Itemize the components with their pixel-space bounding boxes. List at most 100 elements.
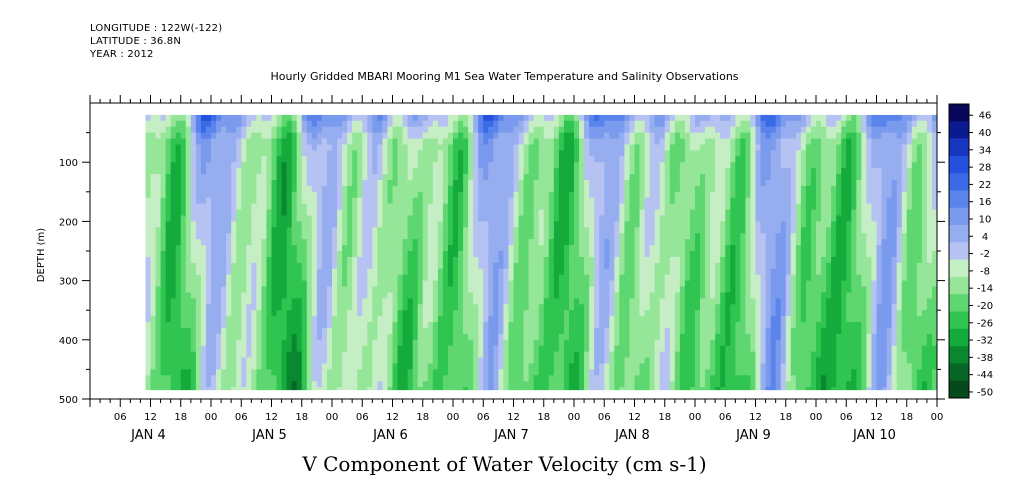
heatmap-cell <box>256 304 263 311</box>
heatmap-cell <box>453 286 459 294</box>
heatmap-cell <box>644 221 651 228</box>
heatmap-cell <box>185 351 192 359</box>
heatmap-cell <box>558 233 565 240</box>
heatmap-cell <box>533 351 540 359</box>
heatmap-cell <box>458 203 464 211</box>
heatmap-cell <box>674 126 681 134</box>
heatmap-cell <box>306 150 313 157</box>
heatmap-cell <box>437 197 444 205</box>
heatmap-cell <box>422 333 429 341</box>
heatmap-cell <box>332 322 338 329</box>
heatmap-cell <box>266 387 273 391</box>
heatmap-cell <box>463 239 469 246</box>
heatmap-cell <box>493 286 499 294</box>
heatmap-cell <box>246 345 252 353</box>
heatmap-cell <box>231 239 237 246</box>
heatmap-cell <box>332 126 338 134</box>
heatmap-cell <box>337 322 343 329</box>
heatmap-cell <box>190 174 197 181</box>
heatmap-cell <box>579 174 585 181</box>
heatmap-cell <box>458 280 464 288</box>
heatmap-cell <box>352 357 358 365</box>
heatmap-cell <box>291 351 298 359</box>
heatmap-cell <box>362 191 368 199</box>
heatmap-cell <box>488 256 494 264</box>
heatmap-cell <box>548 126 555 134</box>
heatmap-cell <box>200 357 207 365</box>
heatmap-cell <box>357 162 363 169</box>
heatmap-cell <box>185 322 192 329</box>
heatmap-cell <box>619 126 626 134</box>
heatmap-cell <box>412 144 419 151</box>
heatmap-cell <box>326 256 333 264</box>
heatmap-cell <box>458 251 464 258</box>
heatmap-cell <box>337 316 343 323</box>
heatmap-cell <box>332 357 338 365</box>
heatmap-cell <box>150 298 157 305</box>
heatmap-cell <box>281 286 288 294</box>
heatmap-cell <box>347 197 353 205</box>
heatmap-cell <box>674 333 681 341</box>
heatmap-cell <box>321 156 328 163</box>
heatmap-cell <box>241 345 247 353</box>
heatmap-cell <box>599 274 605 282</box>
heatmap-cell <box>407 203 414 211</box>
heatmap-cell <box>498 375 505 382</box>
heatmap-cell <box>584 156 590 163</box>
heatmap-cell <box>614 327 620 335</box>
heatmap-cell <box>236 327 242 335</box>
heatmap-cell <box>155 126 162 134</box>
heatmap-cell <box>160 268 167 276</box>
heatmap-cell <box>538 138 545 146</box>
heatmap-cell <box>574 114 580 122</box>
heatmap-cell <box>538 215 545 222</box>
heatmap-cell <box>407 114 414 122</box>
heatmap-cell <box>437 375 444 382</box>
heatmap-cell <box>594 369 600 376</box>
heatmap-cell <box>639 245 646 252</box>
heatmap-cell <box>548 256 555 264</box>
heatmap-cell <box>553 185 560 193</box>
heatmap-cell <box>195 298 202 305</box>
heatmap-cell <box>306 310 313 317</box>
heatmap-cell <box>347 174 353 181</box>
heatmap-cell <box>175 280 182 288</box>
heatmap-cell <box>337 162 343 169</box>
heatmap-cell <box>311 221 318 228</box>
heatmap-cell <box>664 156 671 163</box>
heatmap-cell <box>286 120 293 128</box>
heatmap-cell <box>261 162 268 169</box>
heatmap-cell <box>205 333 212 341</box>
heatmap-cell <box>276 292 283 299</box>
heatmap-cell <box>463 215 469 222</box>
heatmap-cell <box>296 274 303 282</box>
heatmap-cell <box>311 280 318 288</box>
heatmap-cell <box>306 138 313 146</box>
heatmap-cell <box>442 162 449 169</box>
heatmap-cell <box>145 310 152 317</box>
heatmap-cell <box>397 339 404 347</box>
heatmap-cell <box>538 310 545 317</box>
heatmap-cell <box>216 156 222 163</box>
heatmap-cell <box>211 191 217 199</box>
heatmap-cell <box>609 138 615 146</box>
heatmap-cell <box>311 286 318 294</box>
heatmap-cell <box>568 227 575 234</box>
heatmap-cell <box>498 298 505 305</box>
heatmap-cell <box>221 150 227 157</box>
heatmap-cell <box>266 126 273 134</box>
heatmap-cell <box>337 197 343 205</box>
heatmap-cell <box>195 381 202 388</box>
heatmap-cell <box>211 274 217 282</box>
heatmap-cell <box>316 227 323 234</box>
heatmap-cell <box>190 387 197 391</box>
heatmap-cell <box>442 310 449 317</box>
heatmap-cell <box>533 126 540 134</box>
heatmap-cell <box>437 357 444 365</box>
heatmap-cell <box>145 168 152 175</box>
heatmap-cell <box>402 227 409 234</box>
heatmap-cell <box>553 120 560 128</box>
header-latitude: LATITUDE : 36.8N <box>90 36 182 47</box>
heatmap-cell <box>175 256 182 264</box>
heatmap-cell <box>160 233 167 240</box>
